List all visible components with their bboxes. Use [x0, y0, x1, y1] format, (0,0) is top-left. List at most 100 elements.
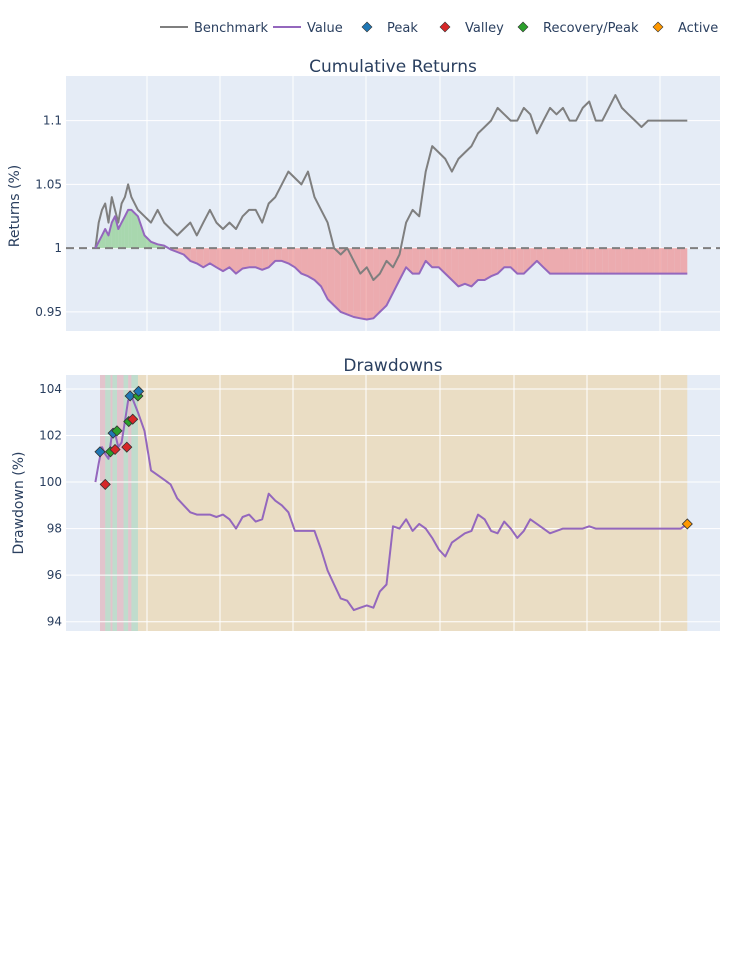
drawdown-value-line[interactable]: [94, 394, 688, 612]
loss-area-segment: [674, 248, 681, 274]
y-tick-label: 0.95: [35, 305, 62, 319]
legend-label: Active: [678, 21, 718, 36]
loss-area-segment: [634, 248, 642, 274]
loss-area-segment: [661, 248, 668, 274]
peak-marker[interactable]: [124, 390, 136, 402]
legend-item-peak[interactable]: Peak: [361, 21, 418, 36]
loss-area-segment: [451, 248, 459, 287]
y-tick-label: 98: [47, 522, 62, 536]
gain-area-segment: [128, 209, 132, 249]
loss-area-segment: [556, 248, 564, 274]
drawdown-decline-band: [128, 375, 132, 631]
loss-area-segment: [229, 248, 237, 274]
loss-area-segment: [419, 248, 426, 274]
loss-area-segment: [680, 248, 688, 274]
legend-diamond-swatch: [361, 21, 373, 33]
y-tick-label: 1.05: [35, 177, 62, 191]
loss-area-segment: [301, 248, 308, 277]
drawdown-recovery-band: [112, 375, 118, 631]
gain-area-segment: [144, 235, 152, 249]
cumulative-returns-y-ticks: 0.95 1 1.05 1.1: [35, 114, 62, 319]
loss-area-segment: [242, 248, 250, 269]
gain-area-segment: [115, 216, 119, 249]
cumulative-returns-title: Cumulative Returns: [309, 57, 477, 77]
valley-marker[interactable]: [99, 478, 111, 490]
loss-area-segment: [196, 248, 204, 268]
loss-area-segment: [510, 248, 518, 274]
drawdowns-plot-area[interactable]: [66, 375, 720, 631]
legend-item-recovery-peak[interactable]: Recovery/Peak: [517, 21, 639, 36]
active-drawdown-band: [137, 375, 688, 631]
legend-item-value[interactable]: Value: [273, 21, 343, 36]
y-tick-label: 1: [54, 241, 62, 255]
loss-area-segment: [294, 248, 302, 274]
loss-area-segment: [399, 248, 407, 280]
loss-area-segment: [340, 248, 348, 315]
loss-area-segment: [491, 248, 498, 277]
legend-diamond-swatch: [517, 21, 529, 33]
drawdowns-series: [94, 394, 688, 612]
loss-area-segment: [334, 248, 341, 312]
loss-area-segment: [543, 248, 550, 274]
drawdown-recovery-band: [105, 375, 111, 631]
loss-area-segment: [523, 248, 531, 274]
loss-area-segment: [366, 248, 374, 320]
drawdowns-y-axis-label: Drawdown (%): [11, 451, 27, 554]
gain-area-segment: [101, 229, 106, 249]
valley-marker[interactable]: [121, 441, 133, 453]
loss-area-segment: [307, 248, 315, 280]
active-marker[interactable]: [681, 518, 693, 530]
cumulative-returns-series: [94, 94, 688, 321]
loss-area-segment: [190, 248, 197, 264]
loss-area-segment: [458, 248, 465, 287]
loss-area-segment: [222, 248, 230, 272]
loss-area-segment: [360, 248, 367, 320]
gain-area-segment: [105, 229, 109, 249]
loss-area-segment: [608, 248, 616, 274]
legend-item-valley[interactable]: Valley: [439, 21, 504, 36]
y-tick-label: 96: [47, 568, 62, 582]
cumulative-returns-grid: [66, 76, 720, 331]
y-tick-label: 1.1: [43, 114, 62, 128]
loss-area-segment: [347, 248, 354, 317]
cumulative-returns-y-axis-label: Returns (%): [7, 165, 23, 247]
legend-item-benchmark[interactable]: Benchmark: [160, 21, 269, 36]
loss-area-segment: [517, 248, 524, 274]
drawdown-recovery-band: [123, 375, 129, 631]
loss-area-segment: [262, 248, 269, 270]
peak-marker[interactable]: [133, 385, 145, 397]
loss-area-segment: [576, 248, 583, 274]
gain-area-segment: [121, 216, 125, 249]
gain-area-segment: [131, 209, 138, 249]
legend-item-active[interactable]: Active: [652, 21, 718, 36]
loss-area-segment: [497, 248, 505, 274]
loss-area-segment: [582, 248, 590, 274]
drawdown-decline-band: [100, 375, 106, 631]
loss-area-segment: [327, 248, 335, 306]
recovery-peak-marker[interactable]: [111, 425, 123, 437]
loss-area-segment: [563, 248, 570, 274]
loss-area-segment: [667, 248, 675, 274]
loss-area-segment: [379, 248, 387, 312]
loss-area-segment: [471, 248, 479, 287]
benchmark-line[interactable]: [94, 94, 688, 281]
loss-area-segment: [648, 248, 655, 274]
loss-area-segment: [255, 248, 263, 270]
loss-area-segment: [549, 248, 557, 274]
peak-marker[interactable]: [94, 446, 106, 458]
loss-area-segment: [438, 248, 446, 274]
loss-area-segment: [615, 248, 622, 274]
valley-marker[interactable]: [127, 413, 139, 425]
drawdown-decline-band: [117, 375, 124, 631]
valley-marker[interactable]: [109, 443, 121, 456]
legend-label: Peak: [387, 21, 418, 36]
legend-label: Benchmark: [194, 21, 269, 36]
y-tick-label: 94: [47, 615, 62, 629]
y-tick-label: 104: [39, 382, 62, 396]
loss-area-segment: [216, 248, 223, 272]
drawdown-decline-band: [110, 375, 113, 631]
value-line[interactable]: [94, 208, 688, 321]
loss-area-segment: [432, 248, 439, 268]
legend[interactable]: Benchmark Value Peak Valley Recovery/Peak Act…: [160, 21, 718, 36]
